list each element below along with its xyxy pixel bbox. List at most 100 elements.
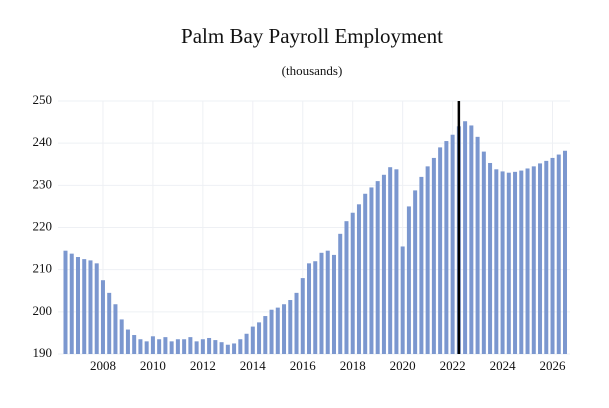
bar bbox=[194, 341, 199, 354]
bar bbox=[219, 342, 224, 354]
bar bbox=[275, 307, 280, 354]
bar bbox=[531, 166, 536, 354]
bar bbox=[381, 174, 386, 354]
chart-title: Palm Bay Payroll Employment bbox=[181, 24, 443, 48]
y-tick-label: 210 bbox=[33, 261, 53, 276]
bar bbox=[300, 278, 305, 354]
bar bbox=[363, 193, 368, 354]
bar bbox=[450, 134, 455, 354]
y-tick-label: 250 bbox=[33, 92, 53, 107]
x-tick-label: 2016 bbox=[290, 358, 317, 373]
bar bbox=[63, 250, 68, 354]
bar bbox=[250, 326, 255, 354]
x-tick-label: 2010 bbox=[140, 358, 166, 373]
bar bbox=[556, 154, 561, 354]
bar bbox=[463, 121, 468, 355]
bar bbox=[469, 125, 474, 354]
y-tick-label: 240 bbox=[33, 134, 53, 149]
bar bbox=[188, 337, 193, 354]
bar bbox=[263, 316, 268, 354]
bar bbox=[213, 340, 218, 354]
bar bbox=[350, 212, 355, 354]
chart-subtitle: (thousands) bbox=[282, 63, 343, 78]
x-tick-label: 2024 bbox=[490, 358, 517, 373]
bar bbox=[225, 344, 230, 354]
bar bbox=[269, 309, 274, 354]
x-tick-label: 2008 bbox=[90, 358, 116, 373]
bar bbox=[425, 166, 430, 354]
bar bbox=[119, 319, 124, 354]
bar bbox=[331, 254, 336, 354]
bar bbox=[207, 337, 212, 354]
bar bbox=[325, 250, 330, 354]
bar bbox=[475, 136, 480, 354]
bar bbox=[338, 233, 343, 354]
x-tick-label: 2012 bbox=[190, 358, 216, 373]
bar bbox=[388, 167, 393, 354]
bar bbox=[200, 339, 205, 354]
bar bbox=[488, 162, 493, 354]
bar bbox=[94, 263, 99, 354]
bar bbox=[163, 337, 168, 354]
bar bbox=[113, 304, 118, 354]
bar bbox=[75, 257, 80, 354]
bar bbox=[107, 292, 112, 354]
bar bbox=[88, 260, 93, 354]
bar bbox=[125, 329, 130, 354]
x-tick-label: 2014 bbox=[240, 358, 267, 373]
bar bbox=[369, 187, 374, 354]
y-tick-label: 230 bbox=[33, 176, 53, 191]
bar bbox=[69, 253, 74, 354]
bar bbox=[431, 157, 436, 354]
bar bbox=[182, 339, 187, 354]
bar bbox=[232, 343, 237, 354]
x-tick-label: 2022 bbox=[440, 358, 466, 373]
bar bbox=[319, 252, 324, 354]
bar bbox=[481, 151, 486, 354]
bar bbox=[406, 206, 411, 354]
bar bbox=[356, 204, 361, 354]
bar bbox=[344, 221, 349, 354]
bar bbox=[150, 336, 155, 354]
bar bbox=[157, 339, 162, 354]
bar bbox=[288, 300, 293, 354]
bar bbox=[500, 171, 505, 354]
bar bbox=[313, 261, 318, 354]
bar bbox=[375, 181, 380, 354]
bar bbox=[294, 292, 299, 354]
bar bbox=[100, 280, 105, 354]
bar bbox=[438, 147, 443, 354]
bar bbox=[244, 333, 249, 354]
bar bbox=[307, 263, 312, 354]
bar bbox=[513, 171, 518, 354]
bar bbox=[525, 168, 530, 354]
bar bbox=[506, 172, 511, 354]
y-tick-label: 190 bbox=[33, 345, 53, 360]
bar bbox=[538, 163, 543, 354]
bar bbox=[444, 141, 449, 354]
bar bbox=[544, 160, 549, 354]
bar bbox=[238, 339, 243, 354]
bar bbox=[132, 335, 137, 354]
y-tick-label: 200 bbox=[33, 303, 53, 318]
x-tick-label: 2026 bbox=[540, 358, 567, 373]
x-tick-label: 2018 bbox=[340, 358, 366, 373]
bar bbox=[82, 259, 87, 354]
bar bbox=[550, 157, 555, 354]
bar bbox=[413, 190, 418, 354]
bar bbox=[519, 170, 524, 354]
bar bbox=[563, 150, 568, 354]
bar bbox=[419, 176, 424, 354]
y-tick-label: 220 bbox=[33, 218, 53, 233]
x-tick-label: 2020 bbox=[390, 358, 416, 373]
bar bbox=[144, 341, 149, 354]
bar bbox=[282, 304, 287, 354]
bar bbox=[257, 322, 262, 354]
bar bbox=[400, 246, 405, 354]
bar bbox=[175, 339, 180, 354]
bar bbox=[169, 341, 174, 354]
bar bbox=[138, 339, 143, 354]
bar bbox=[494, 169, 499, 354]
bar bbox=[394, 169, 399, 354]
